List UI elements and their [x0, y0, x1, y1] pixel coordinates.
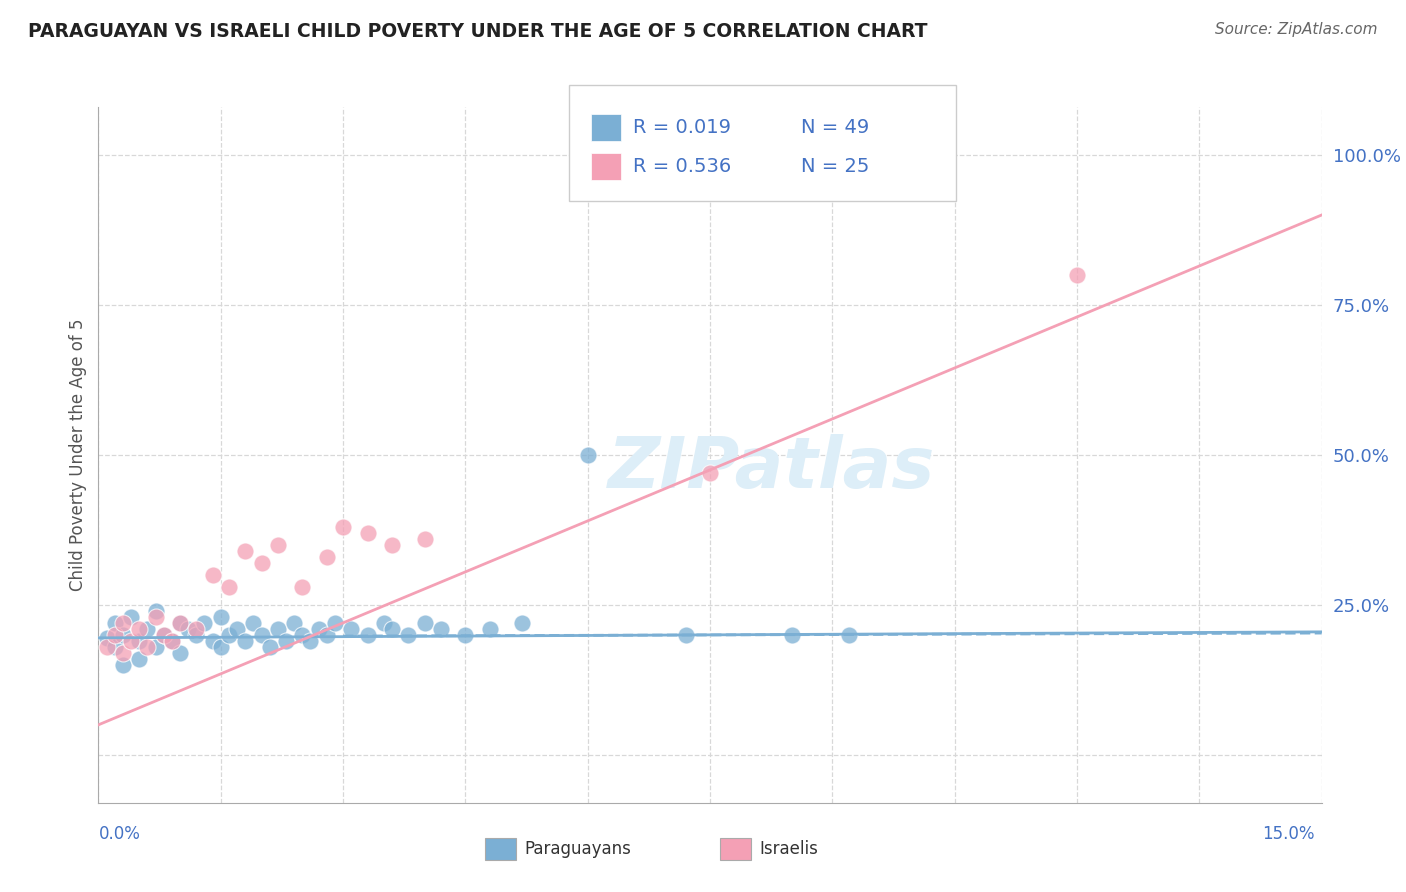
Point	[128, 652, 150, 666]
Point	[186, 628, 208, 642]
Point	[381, 622, 404, 636]
Y-axis label: Child Poverty Under the Age of 5: Child Poverty Under the Age of 5	[69, 318, 87, 591]
Point	[169, 646, 191, 660]
Text: Israelis: Israelis	[759, 840, 818, 858]
Point	[332, 520, 354, 534]
Text: ZIPatlas: ZIPatlas	[607, 434, 935, 503]
Point	[160, 633, 183, 648]
Point	[356, 628, 378, 642]
Point	[160, 633, 183, 648]
Point	[267, 622, 290, 636]
Point	[780, 628, 803, 642]
Point	[120, 633, 142, 648]
Point	[675, 628, 697, 642]
Point	[250, 556, 273, 570]
Text: R = 0.019: R = 0.019	[633, 118, 731, 137]
Point	[186, 622, 208, 636]
Point	[373, 615, 395, 630]
Point	[96, 631, 118, 645]
Text: PARAGUAYAN VS ISRAELI CHILD POVERTY UNDER THE AGE OF 5 CORRELATION CHART: PARAGUAYAN VS ISRAELI CHILD POVERTY UNDE…	[28, 22, 928, 41]
Point	[454, 628, 477, 642]
Point	[104, 615, 127, 630]
Text: R = 0.536: R = 0.536	[633, 157, 731, 177]
Point	[242, 615, 264, 630]
Point	[226, 622, 249, 636]
Point	[201, 567, 224, 582]
Point	[128, 633, 150, 648]
Point	[128, 622, 150, 636]
Point	[396, 628, 419, 642]
Point	[291, 628, 314, 642]
Point	[315, 628, 337, 642]
Point	[299, 633, 322, 648]
Point	[169, 615, 191, 630]
Point	[381, 538, 404, 552]
Point	[177, 622, 200, 636]
Point	[169, 615, 191, 630]
Point	[233, 544, 256, 558]
Point	[152, 628, 174, 642]
Point	[1066, 268, 1088, 282]
Point	[145, 610, 167, 624]
Point	[478, 622, 501, 636]
Point	[209, 640, 232, 654]
Point	[136, 640, 159, 654]
Point	[104, 628, 127, 642]
Point	[111, 628, 134, 642]
Point	[323, 615, 346, 630]
Text: 15.0%: 15.0%	[1263, 825, 1315, 843]
Point	[111, 657, 134, 672]
Point	[315, 549, 337, 564]
Point	[267, 538, 290, 552]
Text: N = 25: N = 25	[801, 157, 870, 177]
Point	[356, 525, 378, 540]
Point	[838, 628, 860, 642]
Text: Paraguayans: Paraguayans	[524, 840, 631, 858]
Point	[413, 615, 436, 630]
Text: N = 49: N = 49	[801, 118, 870, 137]
Point	[111, 615, 134, 630]
Point	[250, 628, 273, 642]
Point	[274, 633, 297, 648]
Point	[218, 580, 240, 594]
Point	[152, 628, 174, 642]
Point	[413, 532, 436, 546]
Point	[291, 580, 314, 594]
Point	[699, 466, 721, 480]
Point	[193, 615, 215, 630]
Point	[283, 615, 305, 630]
Point	[259, 640, 281, 654]
Point	[233, 633, 256, 648]
Point	[120, 610, 142, 624]
Point	[136, 622, 159, 636]
Point	[111, 646, 134, 660]
Point	[96, 640, 118, 654]
Point	[145, 640, 167, 654]
Text: Source: ZipAtlas.com: Source: ZipAtlas.com	[1215, 22, 1378, 37]
Point	[145, 604, 167, 618]
Point	[308, 622, 330, 636]
Point	[340, 622, 363, 636]
Point	[209, 610, 232, 624]
Point	[576, 448, 599, 462]
Point	[201, 633, 224, 648]
Text: 0.0%: 0.0%	[98, 825, 141, 843]
Point	[218, 628, 240, 642]
Point	[430, 622, 453, 636]
Point	[104, 640, 127, 654]
Point	[512, 615, 534, 630]
